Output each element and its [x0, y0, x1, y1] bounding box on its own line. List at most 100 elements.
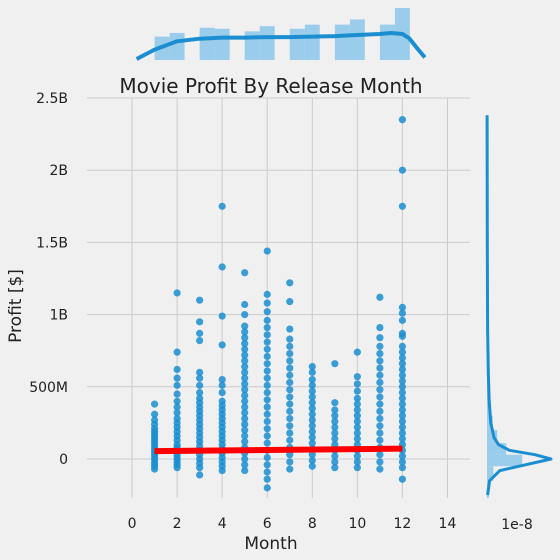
data-point [241, 357, 249, 365]
data-point [263, 425, 271, 433]
data-point [308, 422, 316, 430]
data-point [308, 462, 316, 470]
data-point [308, 427, 316, 436]
y-hist-bar [487, 430, 498, 444]
x-hist-bar [289, 28, 305, 60]
data-point [398, 166, 407, 174]
data-point [241, 420, 249, 428]
data-point [241, 300, 249, 309]
data-point [241, 362, 249, 371]
data-point [353, 412, 361, 420]
data-point [398, 475, 407, 483]
y-marginal-distribution [485, 115, 553, 498]
data-point [398, 383, 407, 391]
data-point [241, 345, 249, 353]
data-point [376, 293, 384, 301]
data-point [308, 393, 316, 401]
data-point [308, 387, 316, 395]
data-point [263, 374, 271, 382]
data-point [241, 328, 249, 336]
data-point [173, 374, 181, 382]
data-point [286, 279, 294, 287]
x-hist-bar [334, 24, 350, 60]
data-point [263, 345, 271, 353]
data-point [241, 438, 249, 446]
data-point [241, 380, 249, 388]
x-hist-bar [304, 24, 320, 60]
x-tick-label: 6 [263, 516, 272, 532]
data-point [263, 316, 271, 324]
data-point [241, 339, 249, 348]
data-point [241, 334, 249, 342]
data-point [398, 458, 407, 466]
data-point [308, 451, 316, 459]
data-point [263, 367, 271, 375]
data-point [286, 414, 294, 423]
data-point [173, 289, 181, 297]
data-point [150, 400, 159, 408]
x-tick-label: 10 [348, 516, 366, 532]
data-point [398, 360, 407, 368]
data-point [241, 311, 249, 319]
data-point [263, 439, 271, 447]
data-point [218, 466, 226, 475]
data-point [218, 388, 226, 397]
data-point [398, 400, 407, 408]
data-point [263, 338, 271, 346]
data-point [263, 484, 271, 492]
data-point [353, 458, 361, 466]
data-point [263, 381, 271, 389]
x-hist-bar [259, 26, 275, 60]
data-point [263, 360, 271, 368]
data-point [263, 432, 271, 440]
data-point [241, 269, 249, 277]
data-point [263, 468, 271, 476]
data-point [241, 455, 249, 463]
data-point [331, 452, 339, 460]
data-point [398, 394, 407, 402]
data-point [241, 409, 249, 417]
data-point [331, 458, 339, 466]
data-point [286, 325, 294, 333]
data-point [398, 464, 407, 472]
data-point [286, 407, 294, 415]
data-point [376, 465, 384, 473]
data-point [331, 360, 339, 368]
data-point [331, 406, 339, 414]
data-point [376, 342, 384, 350]
y-tick-label: 2.5B [36, 91, 68, 107]
data-point [376, 334, 384, 342]
data-point [353, 394, 361, 402]
data-point [286, 335, 294, 343]
data-point [241, 386, 249, 394]
x-tick-label: 4 [218, 516, 227, 532]
data-point [173, 348, 181, 356]
data-point [398, 417, 407, 426]
y-tick-label: 1B [49, 308, 68, 324]
data-point [308, 375, 316, 384]
data-point [263, 290, 271, 298]
data-point [353, 417, 361, 426]
data-point [376, 371, 384, 379]
data-point [241, 414, 249, 423]
data-point [398, 452, 407, 460]
data-point [173, 397, 181, 405]
data-point [150, 465, 159, 473]
data-point [241, 461, 249, 469]
data-point [308, 410, 316, 418]
data-point [308, 381, 316, 389]
data-point [308, 404, 316, 413]
data-point [398, 316, 407, 324]
data-point [353, 387, 361, 395]
data-point [331, 417, 339, 426]
data-point [173, 390, 181, 398]
x-marginal-distribution [135, 8, 427, 61]
x-tick-label: 0 [128, 516, 137, 532]
data-point [376, 429, 384, 437]
data-point [196, 336, 204, 345]
data-point [263, 475, 271, 483]
y-tick-label: 1.5B [36, 235, 68, 251]
data-point [196, 374, 204, 382]
data-point [263, 410, 271, 418]
regression-line [154, 445, 403, 455]
